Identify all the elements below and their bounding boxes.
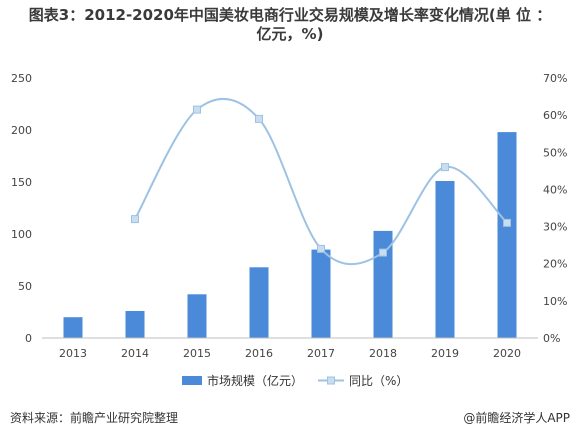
y-left-tick-100: 100 [11, 228, 32, 241]
bar-series [63, 132, 517, 338]
bar-2019 [435, 181, 455, 338]
y-left-axis-ticks: 0 50 100 150 200 250 [11, 72, 32, 345]
legend-line-label: 同比（%） [349, 374, 408, 388]
growth-marker-2018 [379, 248, 387, 257]
legend-bar-swatch [182, 376, 202, 385]
brand-credit: @前瞻经济学人APP [463, 411, 570, 425]
bar-2020 [497, 132, 517, 338]
growth-marker-2015 [193, 105, 201, 114]
legend-bar-label: 市场规模（亿元） [207, 373, 303, 388]
y-right-tick-50: 50% [543, 146, 567, 159]
growth-markers [131, 105, 511, 257]
chart-title-line-1: 图表3：2012-2020年中国美妆电商行业交易规模及增长率变化情况(单 位 ： [28, 6, 552, 24]
bar-2015 [187, 294, 207, 338]
growth-marker-2017 [317, 244, 325, 253]
x-tick-2016: 2016 [245, 347, 273, 360]
x-tick-2017: 2017 [307, 347, 335, 360]
y-right-axis-ticks: 0% 10% 20% 30% 40% 50% 60% 70% [543, 72, 567, 345]
y-right-tick-20: 20% [543, 258, 567, 271]
bar-2017 [311, 249, 331, 338]
bar-2013 [63, 317, 83, 338]
bar-2018 [373, 230, 393, 338]
y-left-tick-250: 250 [11, 72, 32, 85]
x-tick-2013: 2013 [59, 347, 87, 360]
y-right-tick-0: 0% [543, 332, 560, 345]
y-right-tick-30: 30% [543, 221, 567, 234]
bar-2016 [249, 267, 269, 338]
legend: 市场规模（亿元） 同比（%） [182, 373, 408, 388]
growth-marker-2019 [441, 163, 449, 172]
y-right-tick-60: 60% [543, 109, 567, 122]
growth-marker-2016 [255, 114, 263, 123]
y-right-tick-10: 10% [543, 295, 567, 308]
bar-2014 [125, 311, 145, 338]
growth-marker-2020 [503, 218, 511, 227]
x-axis-ticks: 2013 2014 2015 2016 2017 2018 2019 2020 [59, 347, 521, 360]
y-right-tick-40: 40% [543, 183, 567, 196]
y-right-tick-70: 70% [543, 72, 567, 85]
x-tick-2019: 2019 [431, 347, 459, 360]
chart-title-line-2: 亿元，%) [256, 25, 324, 43]
chart-title: 图表3：2012-2020年中国美妆电商行业交易规模及增长率变化情况(单 位 ：… [0, 6, 580, 44]
y-left-tick-50: 50 [18, 280, 32, 293]
legend-line-marker [327, 376, 335, 385]
y-left-tick-0: 0 [25, 332, 32, 345]
x-tick-2018: 2018 [369, 347, 397, 360]
x-tick-2014: 2014 [121, 347, 149, 360]
source-note: 资料来源：前瞻产业研究院整理 [10, 411, 179, 425]
y-left-tick-200: 200 [11, 124, 32, 137]
growth-marker-2014 [131, 215, 139, 224]
y-left-tick-150: 150 [11, 176, 32, 189]
x-tick-2020: 2020 [493, 347, 521, 360]
x-tick-2015: 2015 [183, 347, 211, 360]
